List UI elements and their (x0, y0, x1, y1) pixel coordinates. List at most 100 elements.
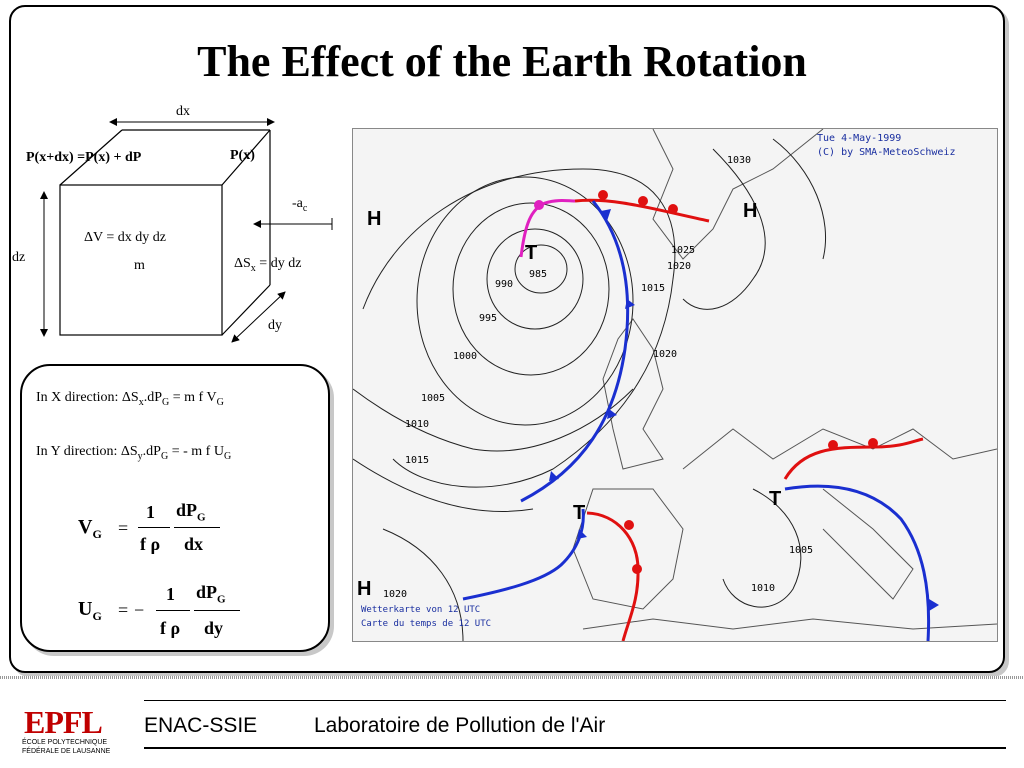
isobar-value: 1015 (405, 455, 429, 466)
isobar-value: 1020 (667, 261, 691, 272)
weather-map: H H H T T T 985 990 995 1000 1005 1010 1… (352, 128, 998, 642)
isobar (514, 244, 568, 294)
ug-fraction-bar-1 (156, 610, 190, 611)
footer-lower-line (144, 747, 1006, 749)
vg-equals: = (118, 518, 129, 538)
area-label: ΔSx = dy dz (234, 256, 302, 274)
warm-front-south (586, 511, 640, 641)
isobar-value: 1015 (641, 283, 665, 294)
mass-label: m (134, 258, 145, 273)
coastline-britain (602, 318, 664, 470)
high-pressure-label: H (357, 578, 371, 600)
map-date-stamp: Tue 4-May-1999 (817, 133, 902, 144)
isobar (353, 458, 534, 512)
isobar-value: 1005 (421, 393, 445, 404)
vg-numerator-dpg: dPG (176, 500, 206, 524)
isobar (362, 168, 676, 488)
ug-denominator-frho: f ρ (160, 618, 181, 638)
isobar (382, 528, 464, 641)
cube-bottom-right-edge (221, 284, 271, 336)
dy-arrow (231, 291, 286, 343)
isobar-value: 1010 (751, 583, 775, 594)
isobar-value: 1025 (671, 245, 695, 256)
ug-numerator-one: 1 (166, 584, 175, 604)
cold-front-triangle (929, 599, 939, 611)
warm-front-north (574, 198, 710, 223)
isobar (353, 388, 634, 452)
vg-denominator-dx: dx (184, 534, 204, 554)
vg-fraction-bar-1 (138, 527, 170, 528)
warm-front-semicircle (632, 564, 642, 574)
warm-front-semicircle (828, 440, 838, 450)
coastline-iberia (572, 488, 684, 610)
isobar (722, 488, 802, 608)
isobar-value: 990 (495, 279, 513, 290)
weather-map-drawing: H H H T T T 985 990 995 1000 1005 1010 1… (353, 129, 997, 641)
cold-front-east (784, 484, 931, 641)
low-pressure-label: T (525, 242, 537, 264)
isobar (486, 228, 584, 330)
isobar (452, 202, 610, 376)
isobar-value: 1000 (453, 351, 477, 362)
ug-lhs: UG (78, 598, 102, 623)
warm-front-semicircle (638, 196, 648, 206)
isobar-value: 985 (529, 269, 547, 280)
ug-equals: = (118, 600, 129, 620)
ug-minus: − (134, 600, 145, 620)
isobar (416, 176, 634, 426)
epfl-logo-subtitle: ÉCOLE POLYTECHNIQUE FÉDÉRALE DE LAUSANNE (22, 739, 111, 755)
slide-title: The Effect of the Earth Rotation (197, 37, 807, 86)
low-pressure-label: T (573, 502, 585, 524)
map-copyright-stamp: (C) by SMA-MeteoSchweiz (817, 147, 956, 158)
high-pressure-label: H (367, 208, 381, 230)
coastline-europe (682, 428, 997, 470)
cold-front-triangle (601, 209, 611, 221)
cube-top-left-edge (59, 129, 123, 186)
isobar (682, 148, 766, 310)
ac-label: -ac (292, 196, 308, 214)
isobar-value: 1030 (727, 155, 751, 166)
warm-front-semicircle (668, 204, 678, 214)
cube-diagram (40, 118, 333, 343)
occluded-front-semicircle (534, 200, 544, 210)
map-caption-de: Wetterkarte von 12 UTC (361, 605, 481, 615)
cold-front-triangle (549, 471, 559, 481)
cube-top-right-edge (221, 129, 271, 186)
dx-label: dx (176, 104, 190, 119)
cold-front-triangle (607, 409, 617, 419)
ug-numerator-dpg: dPG (196, 582, 226, 606)
footer-upper-line (144, 700, 1006, 701)
footer-top-rule (0, 676, 1024, 679)
x-direction-equation: In X direction: ΔSx.dPG = m f VG (36, 390, 224, 408)
map-caption-fr: Carte du temps de 12 UTC (361, 619, 492, 629)
cold-front-triangle (625, 299, 635, 309)
ug-fraction-bar-2 (194, 610, 240, 611)
isobar-value: 1020 (383, 589, 407, 600)
isobar-value: 1020 (653, 349, 677, 360)
ug-denominator-dy: dy (204, 618, 224, 638)
equations-panel: In X direction: ΔSx.dPG = m f VG In Y di… (20, 364, 330, 652)
vg-numerator-one: 1 (146, 502, 155, 522)
vg-fraction-bar-2 (174, 527, 220, 528)
dz-label: dz (12, 250, 26, 265)
isobar-value: 1010 (405, 419, 429, 430)
coastline-africa (582, 618, 997, 630)
footer-laboratory: Laboratoire de Pollution de l'Air (314, 714, 606, 737)
volume-label: ΔV = dx dy dz (84, 230, 166, 245)
coastline-scandinavia (652, 129, 824, 260)
p-left-label: P(x+dx) =P(x) + dP (26, 150, 142, 165)
footer-department: ENAC-SSIE (144, 714, 258, 737)
cube-front-face (59, 184, 223, 336)
dy-label: dy (268, 318, 282, 333)
cold-front-triangle (577, 529, 587, 539)
warm-front-semicircle (624, 520, 634, 530)
low-pressure-label: T (769, 488, 781, 510)
vg-lhs: VG (78, 516, 102, 541)
cold-front-north (520, 200, 630, 503)
warm-front-east (783, 437, 924, 480)
isobar-value: 995 (479, 313, 497, 324)
isobar (772, 138, 827, 260)
warm-front-semicircle (868, 438, 878, 448)
occluded-front (519, 199, 576, 258)
epfl-logo: EPFL (24, 704, 103, 740)
